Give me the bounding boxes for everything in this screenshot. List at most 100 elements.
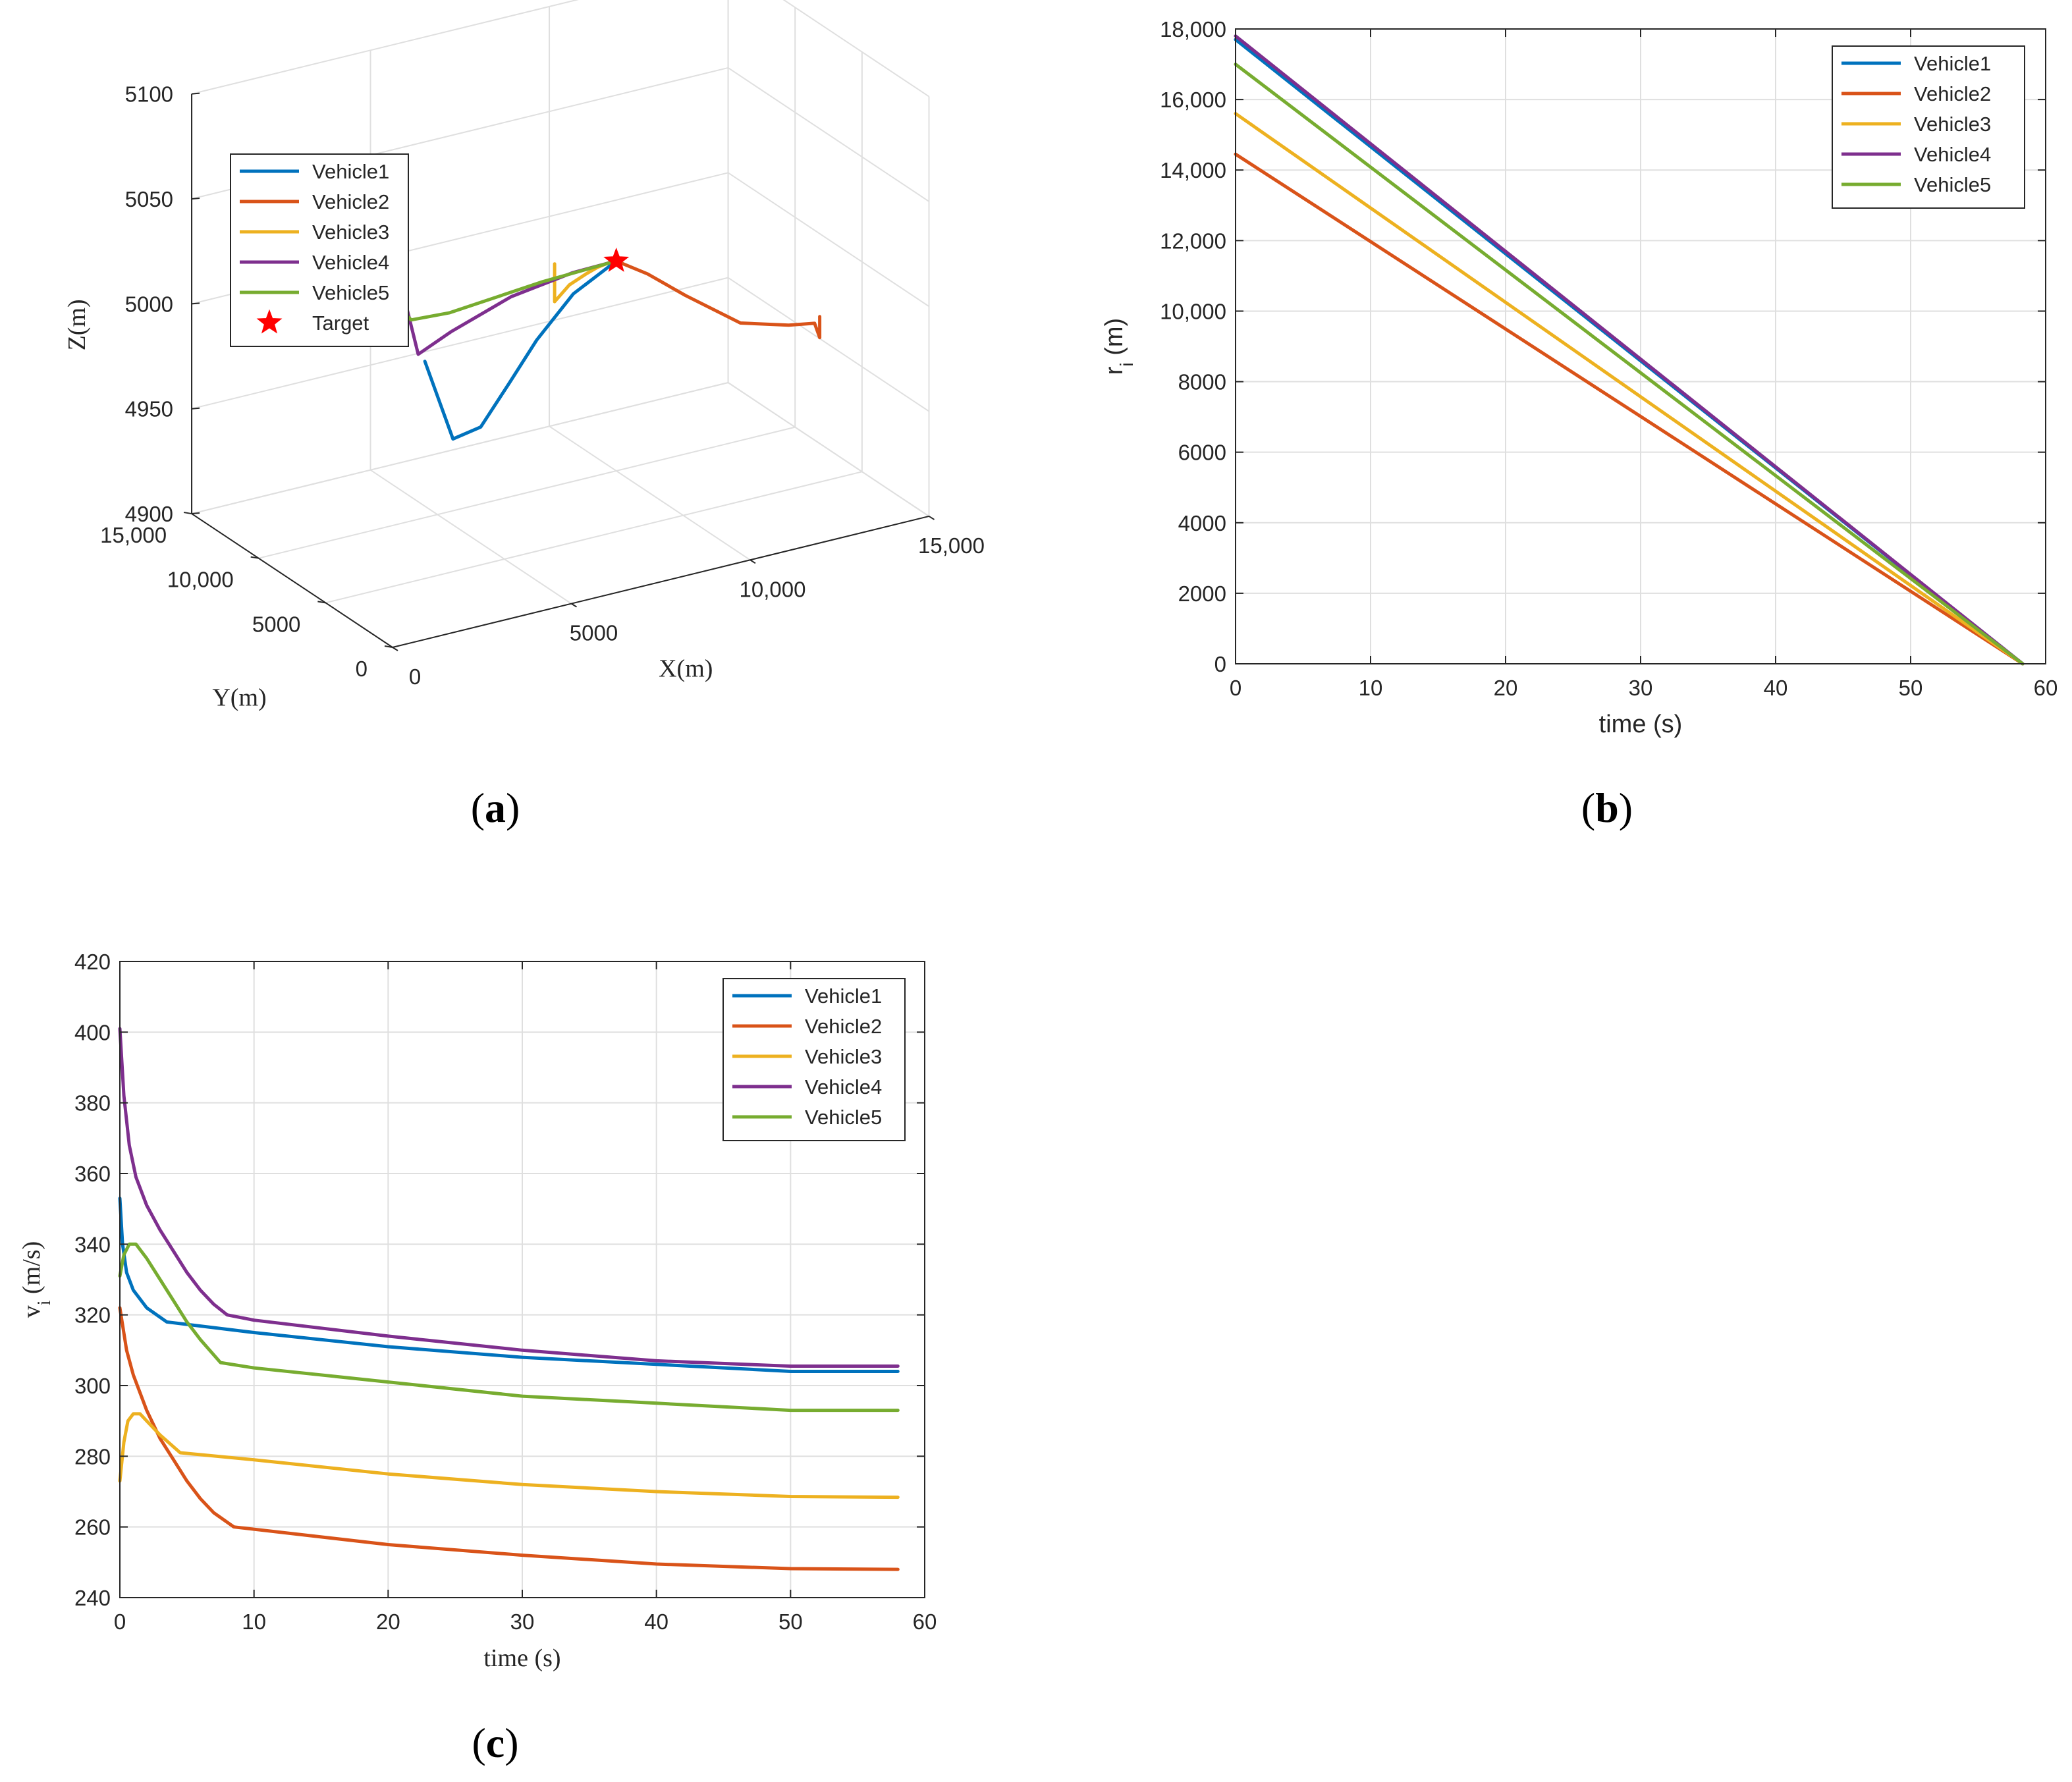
panel-a-sidewall-zgrid-line <box>727 67 930 202</box>
panel-b-ytick-label: 18,000 <box>1160 17 1226 41</box>
panel-a-sidewall-zgrid-line <box>727 382 930 517</box>
panel-c-xtick-label: 0 <box>114 1609 126 1634</box>
panel-a-xtick-label: 10,000 <box>740 577 806 601</box>
panel-a-floor-ygrid-line <box>258 426 796 559</box>
panel-a-sidewall-zgrid-line <box>727 172 930 308</box>
panel-a-floor-ygrid-line <box>325 471 863 604</box>
panel-a-ytick-label: 5000 <box>252 612 300 636</box>
panel-b-xtick-label: 20 <box>1494 676 1518 700</box>
panel-b-ytick-label: 2000 <box>1178 581 1226 606</box>
panel-c-ytick-label: 420 <box>74 950 111 974</box>
panel-c-series-vehicle2 <box>118 1306 900 1571</box>
panel-b-xtick-label: 50 <box>1899 676 1923 700</box>
panel-b-ytick-label: 10,000 <box>1160 299 1226 323</box>
panel-c-xtick-label: 60 <box>913 1609 937 1634</box>
panel-b-ytick-label: 6000 <box>1178 441 1226 465</box>
panel-a-legend-label-vehicle3: Vehicle3 <box>312 221 389 244</box>
panel-a-ytick-mark <box>250 556 259 559</box>
panel-a-xtick-label: 5000 <box>570 621 618 645</box>
panel-b-xtick-label: 0 <box>1230 676 1241 700</box>
panel-c-xtick-label: 20 <box>376 1609 400 1634</box>
panel-c-legend-label-vehicle3: Vehicle3 <box>805 1045 882 1068</box>
panel-a-ztick-label: 4900 <box>125 502 173 526</box>
panel-a-legend-label-vehicle4: Vehicle4 <box>312 251 389 274</box>
panel-b-xtick-label: 60 <box>2034 676 2058 700</box>
panel-a-backwall-zgrid-line <box>191 0 579 95</box>
panel-c-y-axis-label: vi (m/s) <box>18 1241 55 1318</box>
panel-b-ytick-label: 14,000 <box>1160 158 1226 182</box>
panel-a-xtick-label: 15,000 <box>918 533 985 558</box>
panel-c-series-vehicle1 <box>118 1197 900 1373</box>
panel-a-3d-trajectory-chart: 0500010,00015,0000500010,00015,000490049… <box>63 0 985 831</box>
panel-c-legend-box <box>722 978 906 1141</box>
panel-c-xtick-label: 30 <box>510 1609 535 1634</box>
panel-a-sidewall-zgrid-line <box>782 0 930 97</box>
panel-c-caption: (c) <box>472 1719 518 1766</box>
panel-a-ztick-mark <box>191 198 200 200</box>
panel-a-target-star-icon <box>603 247 630 272</box>
panel-c-series-vehicle4 <box>118 1027 900 1368</box>
panel-c-ytick-label: 260 <box>74 1515 111 1540</box>
panel-c-legend-label-vehicle1: Vehicle1 <box>805 985 882 1008</box>
panel-a-ytick-label: 10,000 <box>167 568 234 592</box>
panel-a-ztick-mark <box>191 512 200 515</box>
panel-b-xtick-label: 10 <box>1359 676 1383 700</box>
panel-a-ytick-mark <box>183 512 192 515</box>
panel-b-series-vehicle3 <box>1234 112 2025 666</box>
panel-b-xtick-label: 40 <box>1764 676 1788 700</box>
panel-b-xtick-label: 30 <box>1629 676 1653 700</box>
panel-c-legend-label-vehicle2: Vehicle2 <box>805 1015 882 1038</box>
panel-a-y-axis-label: Y(m) <box>212 684 266 712</box>
panel-c-velocity-chart: 0 10 20 30 40 50 60 240 260 280 300 320 340 360 380 400… <box>18 950 937 1766</box>
panel-c-ytick-label: 280 <box>74 1444 111 1469</box>
panel-c-ytick-label: 380 <box>74 1091 111 1116</box>
panel-a-caption: (a) <box>471 784 520 831</box>
panel-a-legend-label-vehicle5: Vehicle5 <box>312 281 389 304</box>
panel-c-legend-label-vehicle5: Vehicle5 <box>805 1106 882 1129</box>
panel-b-ytick-label: 16,000 <box>1160 88 1226 112</box>
panel-c-ytick-label: 240 <box>74 1586 111 1610</box>
panel-a-x-axis-label: X(m) <box>659 655 713 682</box>
panel-a-z-axis-label: Z(m) <box>63 299 91 350</box>
panel-a-sidewall-zgrid-line <box>727 277 930 412</box>
panel-b-series-vehicle4 <box>1234 34 2025 666</box>
panel-c-ytick-label: 340 <box>74 1232 111 1256</box>
panel-a-ztick-label: 5050 <box>125 187 173 211</box>
panel-a-ztick-label: 4950 <box>125 397 173 421</box>
panel-a-x-axis-line <box>392 515 929 648</box>
panel-a-backwall-zgrid-line <box>191 382 728 515</box>
panel-c-ytick-label: 400 <box>74 1020 111 1044</box>
panel-a-backwall-zgrid-line <box>191 277 728 410</box>
panel-b-ytick-label: 4000 <box>1178 511 1226 535</box>
panel-c-xtick-label: 10 <box>242 1609 266 1634</box>
panel-a-ytick-label: 15,000 <box>100 523 167 547</box>
panel-a-ytick-mark <box>384 645 393 648</box>
panel-a-xtick-mark <box>570 603 578 608</box>
panel-b-x-axis-label: time (s) <box>1599 711 1683 738</box>
panel-b-legend-label-vehicle2: Vehicle2 <box>1914 82 1991 105</box>
panel-a-legend-label-vehicle1: Vehicle1 <box>312 160 389 183</box>
panel-b-series-vehicle2 <box>1234 152 2025 666</box>
panel-c-legend-label-vehicle4: Vehicle4 <box>805 1075 882 1098</box>
panel-c-xtick-label: 40 <box>644 1609 668 1634</box>
panel-a-xtick-label: 0 <box>409 664 421 689</box>
panel-c-x-axis-label: time (s) <box>483 1644 560 1672</box>
panel-c-ytick-label: 360 <box>74 1162 111 1186</box>
panel-b-series-vehicle5 <box>1234 63 2025 666</box>
panel-a-ytick-mark <box>317 601 326 604</box>
panel-a-ztick-label: 5100 <box>125 82 173 107</box>
panel-b-legend-label-vehicle4: Vehicle4 <box>1914 143 1991 166</box>
panel-a-ztick-mark <box>191 302 200 305</box>
panel-a-legend-target-star-icon <box>256 309 283 334</box>
panel-a-trajectory-vehicle2 <box>614 259 822 340</box>
panel-b-legend-box <box>1832 45 2025 209</box>
panel-c-xtick-label: 50 <box>778 1609 803 1634</box>
panel-a-legend-box <box>230 153 409 347</box>
panel-b-caption: (b) <box>1581 784 1633 831</box>
panel-b-legend-label-vehicle5: Vehicle5 <box>1914 173 1991 196</box>
panel-c-ytick-label: 300 <box>74 1374 111 1398</box>
panel-a-xtick-mark <box>750 559 756 564</box>
panel-a-legend-label-vehicle2: Vehicle2 <box>312 190 389 213</box>
panel-c-ytick-label: 320 <box>74 1303 111 1328</box>
